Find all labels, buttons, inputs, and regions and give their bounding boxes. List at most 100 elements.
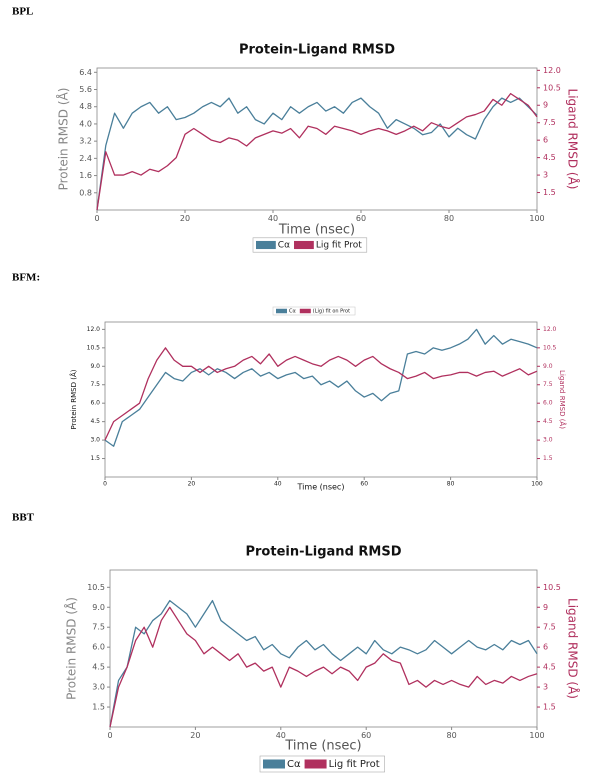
y-tick-label: 4.0: [79, 119, 92, 128]
y-tick-label: 3.0: [90, 437, 100, 444]
y-tick-label: 6.0: [92, 643, 105, 652]
legend-swatch: [276, 308, 287, 314]
plot-frame: [104, 321, 538, 478]
chart-title: Protein-Ligand RMSD: [239, 43, 395, 58]
legend-label: (Lig) fit on Prot: [313, 309, 350, 315]
y-tick-label: 6.4: [79, 68, 92, 77]
y2-axis-label: Ligand RMSD (Å): [566, 598, 581, 699]
legend: Cα Lig fit Prot: [259, 755, 385, 773]
y2-tick-label: 7.5: [543, 118, 556, 127]
chart: BFM: 0 20 40 60 80 100 1.5 3.0 4.5 6.0 7.5 9.0 10.5 12…: [12, 272, 567, 492]
legend-swatch: [263, 759, 285, 769]
y-tick-label: 1.6: [79, 171, 92, 180]
legend-label: Lig fit Prot: [316, 241, 362, 251]
y-tick-label: 10.5: [87, 583, 105, 592]
y2-tick-label: 4.5: [543, 153, 556, 162]
y-tick-label: 4.5: [90, 418, 100, 425]
x-tick-label: 80: [447, 481, 455, 488]
y2-tick-label: 1.5: [543, 188, 556, 197]
x-tick-label: 100: [529, 214, 544, 223]
y2-tick-label: 9.0: [543, 363, 553, 370]
y2-tick-label: 12.0: [543, 326, 557, 333]
y2-tick-label: 3.0: [543, 437, 553, 444]
series-line: [96, 92, 538, 211]
y-tick-label: 1.5: [90, 455, 100, 462]
legend: Cα (Lig) fit on Prot: [272, 306, 356, 316]
y2-tick-label: 6.0: [543, 400, 553, 407]
legend-label: Cα: [278, 241, 290, 251]
x-tick-label: 0: [107, 731, 112, 740]
plot-frame: [96, 67, 538, 211]
y-tick-label: 9.0: [90, 363, 100, 370]
x-tick-label: 100: [529, 731, 544, 740]
y-tick-label: 7.5: [90, 381, 100, 388]
y-tick-label: 6.0: [90, 400, 100, 407]
y-tick-label: 5.6: [79, 85, 92, 94]
y2-axis-label: Ligand RMSD (Å): [566, 89, 581, 190]
y2-axis-label: Ligand RMSD (Å): [558, 370, 567, 429]
series-line: [96, 97, 538, 211]
y2-tick-label: 9: [543, 603, 548, 612]
x-tick-label: 0: [103, 481, 107, 488]
panel-label: BBT: [12, 512, 35, 524]
x-tick-label: 40: [274, 481, 282, 488]
series-line: [104, 328, 538, 447]
y2-tick-label: 3: [543, 683, 548, 692]
y-tick-label: 1.5: [92, 703, 105, 712]
legend-swatch: [304, 759, 327, 769]
x-axis-label: Time (nsec): [284, 739, 361, 754]
series-line: [104, 347, 538, 441]
x-tick-label: 20: [190, 731, 200, 740]
y-tick-label: 10.5: [87, 344, 101, 351]
y-tick-label: 4.5: [92, 663, 105, 672]
x-tick-label: 80: [447, 731, 457, 740]
legend-label: Cα: [287, 759, 301, 770]
x-tick-label: 40: [276, 731, 286, 740]
series-line: [109, 599, 538, 728]
x-tick-label: 60: [356, 214, 366, 223]
y2-tick-label: 3: [543, 171, 548, 180]
legend-label: Lig fit Prot: [329, 759, 380, 770]
x-axis-label: Time (nsec): [297, 483, 345, 492]
y2-tick-label: 6: [543, 643, 548, 652]
legend-swatch: [256, 240, 276, 250]
y2-tick-label: 7.5: [543, 623, 556, 632]
y-tick-label: 7.5: [92, 623, 105, 632]
y-tick-label: 2.4: [79, 154, 92, 163]
panel-label: BFM:: [12, 272, 40, 284]
x-tick-label: 100: [531, 481, 543, 488]
y2-tick-label: 10.5: [543, 83, 561, 92]
y-axis-label: Protein RMSD (Å): [69, 369, 78, 429]
x-tick-label: 0: [94, 214, 99, 223]
y-tick-label: 0.8: [79, 188, 92, 197]
y-axis-label: Protein RMSD (Å): [64, 597, 79, 700]
x-tick-label: 80: [444, 214, 454, 223]
x-tick-label: 60: [361, 731, 371, 740]
x-tick-label: 20: [180, 214, 190, 223]
legend-swatch: [294, 240, 314, 250]
legend-box: [272, 306, 356, 316]
y-tick-label: 3.0: [92, 683, 105, 692]
y-tick-label: 4.8: [79, 102, 92, 111]
series-line: [109, 606, 538, 728]
y2-tick-label: 1.5: [543, 455, 553, 462]
y-axis-label: Protein RMSD (Å): [56, 88, 71, 191]
x-tick-label: 60: [360, 481, 368, 488]
chart: BBT Protein-Ligand RMSD 0 20 40 60 80 100 1.5 3.0…: [12, 512, 581, 773]
x-axis-label: Time (nsec): [278, 223, 355, 238]
x-tick-label: 40: [268, 214, 278, 223]
y2-tick-label: 1.5: [543, 703, 556, 712]
plot-frame: [109, 569, 538, 728]
panel-label: BPL: [12, 6, 33, 18]
y2-tick-label: 6: [543, 136, 548, 145]
chart-title: Protein-Ligand RMSD: [245, 545, 401, 560]
x-tick-label: 20: [188, 481, 196, 488]
y2-tick-label: 9: [543, 101, 548, 110]
y-tick-label: 12.0: [87, 326, 101, 333]
y-tick-label: 9.0: [92, 603, 105, 612]
y2-tick-label: 10.5: [543, 583, 561, 592]
chart: BPL Protein-Ligand RMSD 0 20 40 60 80 100 0.8 1.6…: [12, 6, 581, 253]
legend-swatch: [299, 308, 311, 314]
y-tick-label: 3.2: [79, 137, 92, 146]
